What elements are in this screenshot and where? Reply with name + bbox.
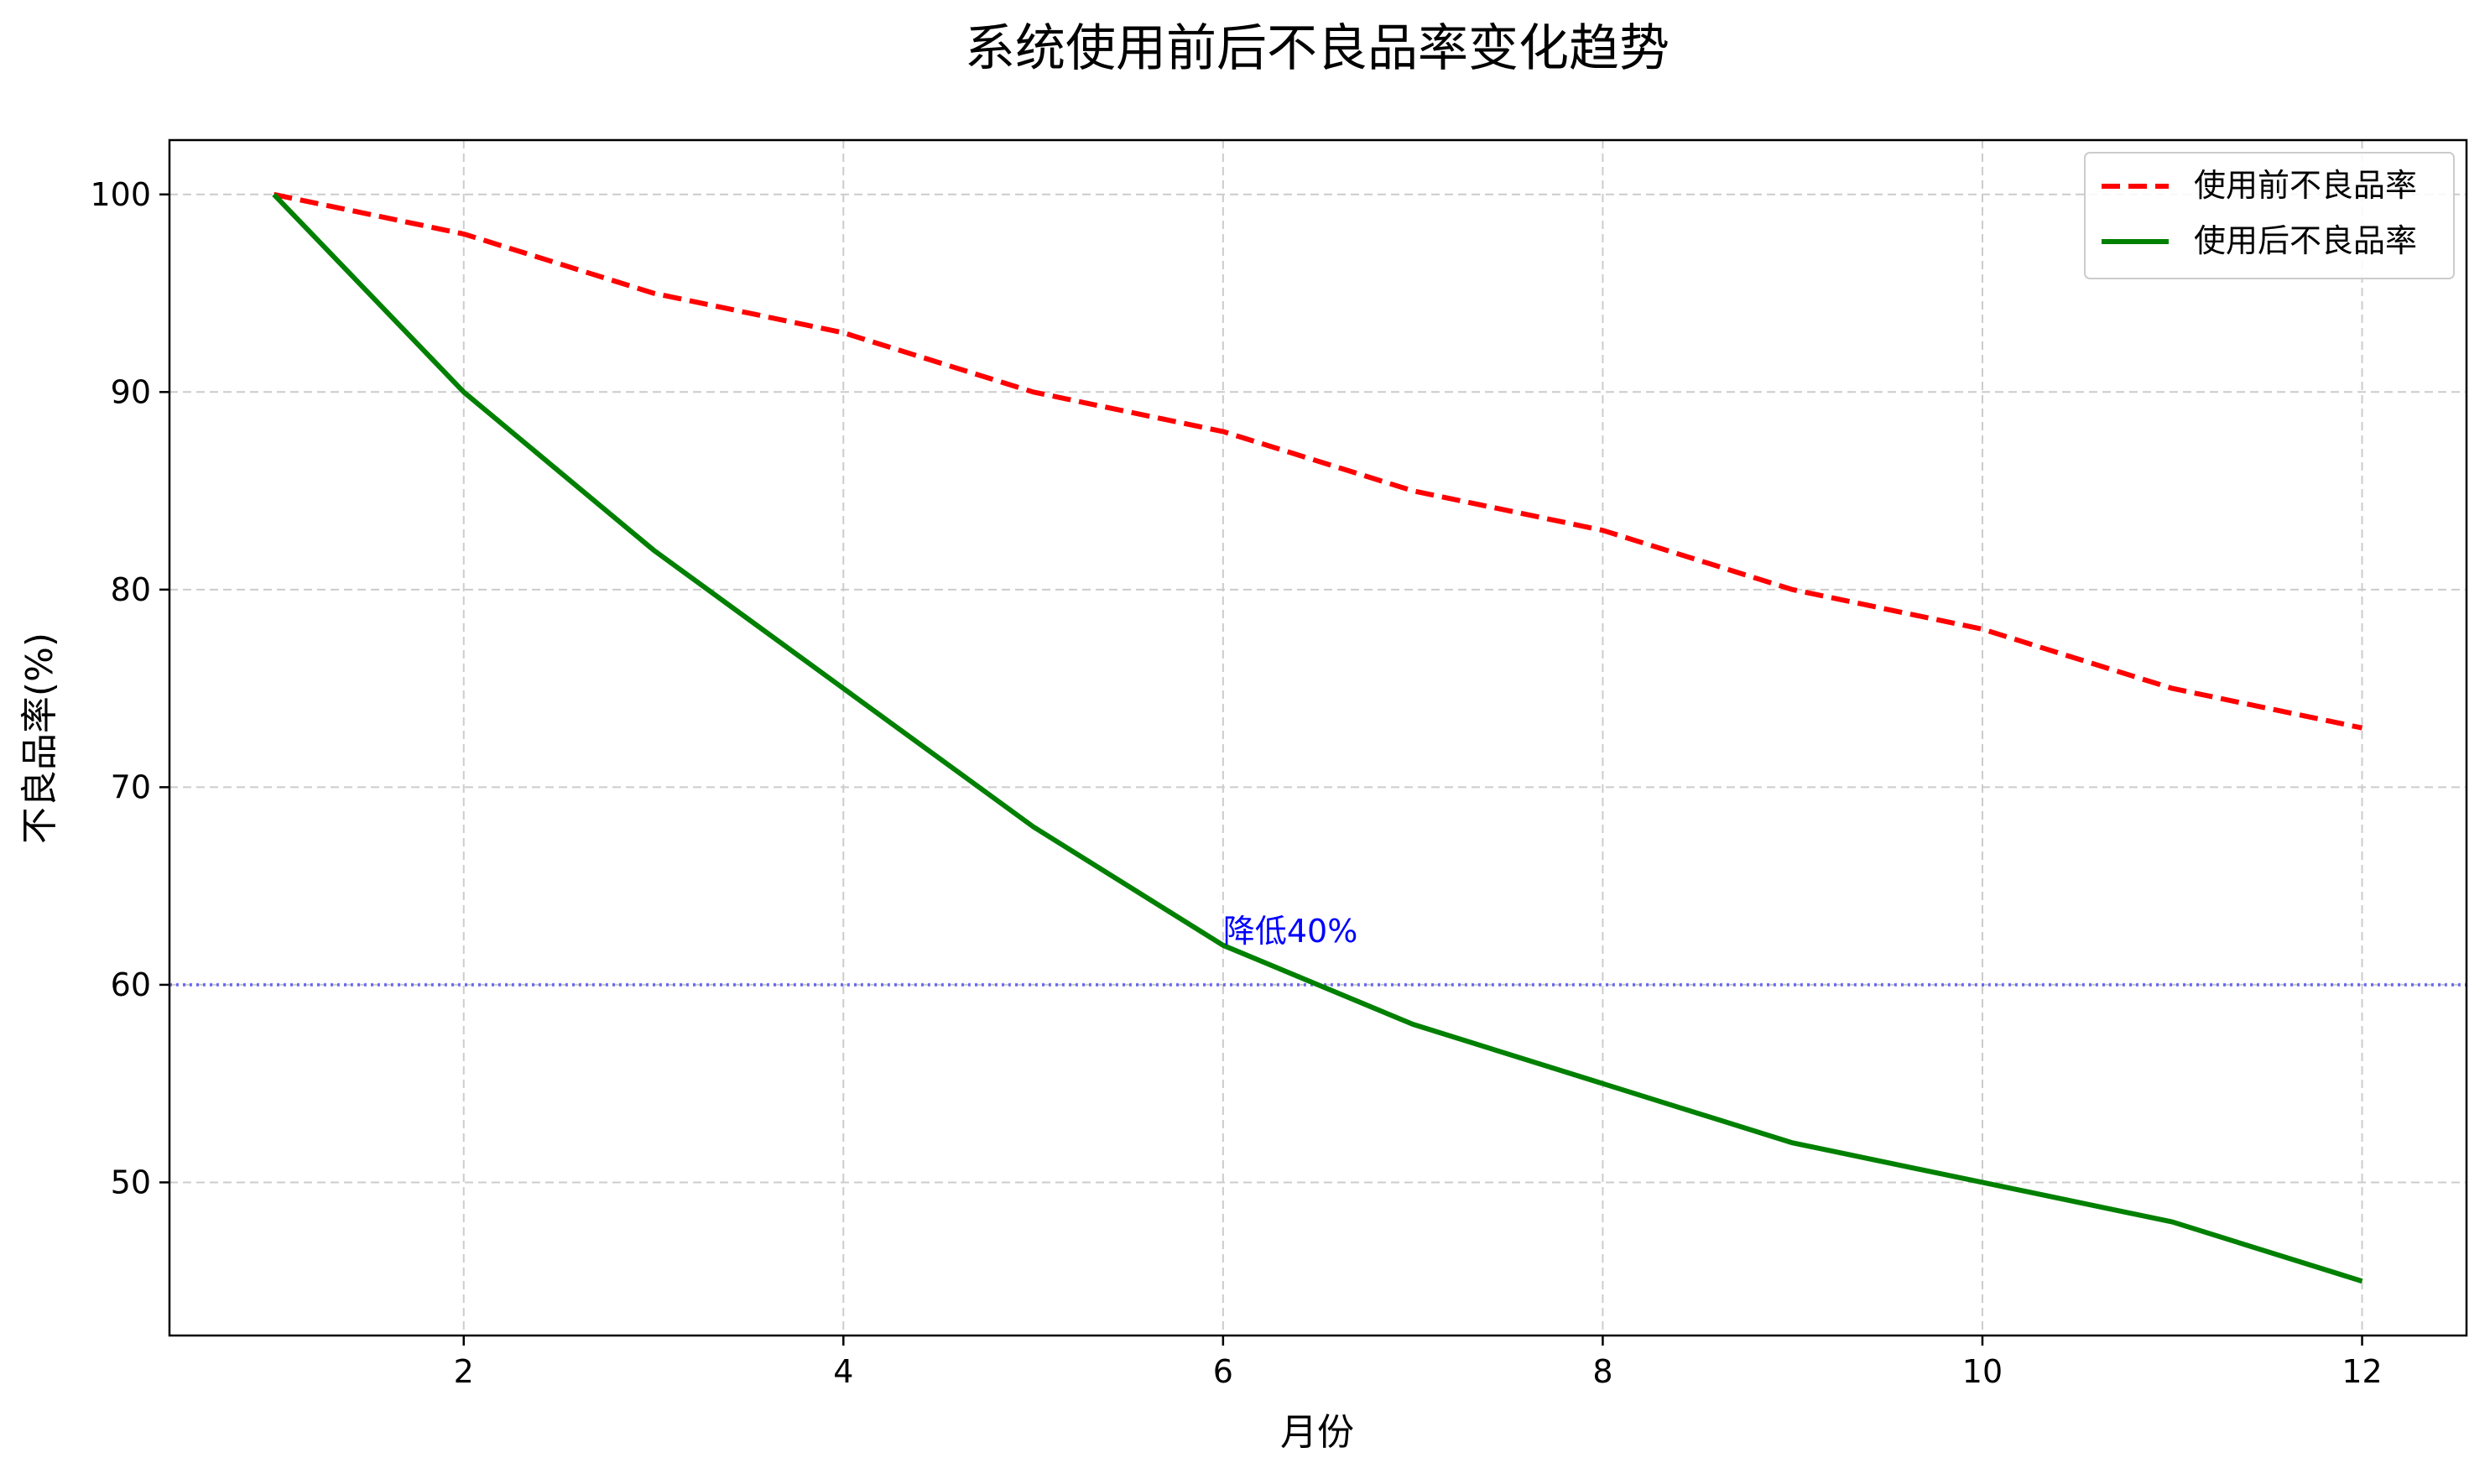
annotation-label: 降低40% [1223, 913, 1357, 950]
x-tick-label: 8 [1592, 1353, 1612, 1390]
y-tick-label: 70 [111, 768, 151, 805]
legend-box [2084, 152, 2455, 279]
series-line-2 [272, 192, 2363, 1284]
x-tick-label: 6 [1213, 1353, 1233, 1390]
x-axis-label: 月份 [1280, 1411, 1354, 1454]
y-tick-label: 60 [111, 966, 151, 1003]
legend-label: 使用前不良品率 [2194, 167, 2417, 204]
axis-ticks: 2 4 6 8 10 12 50 60 70 80 90 100 [90, 176, 2382, 1390]
annotations: 降低40% [1223, 913, 1357, 950]
series-line-1 [273, 191, 2363, 731]
plot-frame [168, 138, 2468, 1337]
x-tick-label: 12 [2342, 1353, 2382, 1390]
y-axis-label: 不良品率(%) [18, 633, 61, 844]
y-tick-label: 100 [90, 176, 151, 213]
series-lines [272, 191, 2363, 1284]
y-tick-label: 80 [111, 571, 151, 608]
y-tick-label: 50 [111, 1164, 151, 1200]
x-tick-label: 2 [454, 1353, 474, 1390]
chart-title: 系统使用前后不良品率变化趋势 [965, 19, 1670, 78]
y-tick-label: 90 [111, 373, 151, 410]
legend-label: 使用后不良品率 [2194, 222, 2417, 259]
x-tick-label: 4 [833, 1353, 853, 1390]
x-tick-label: 10 [1962, 1353, 2003, 1390]
